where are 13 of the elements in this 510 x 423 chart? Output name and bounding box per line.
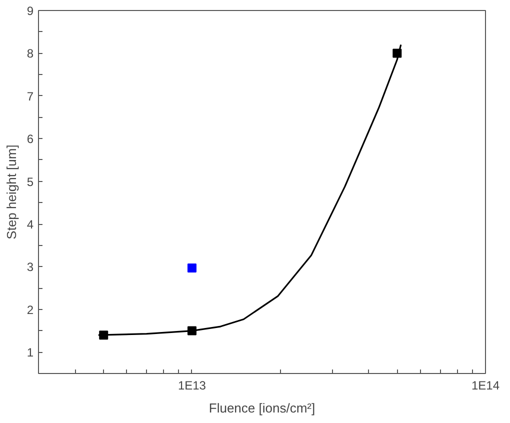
y-tick-label: 1 [26, 346, 34, 360]
y-tick-label: 3 [26, 260, 34, 274]
y-tick-label: 2 [26, 302, 34, 317]
y-tick-label: 9 [26, 4, 34, 18]
y-axis-title: Step height [um] [4, 144, 19, 240]
y-tick-label: 5 [26, 174, 34, 189]
y-tick-label: 7 [26, 89, 34, 104]
x-tick-label: 1E14 [471, 378, 500, 392]
x-tick-label: 1E13 [178, 378, 206, 392]
x-axis-title: Fluence [ions/cm²] [208, 400, 316, 416]
y-tick-label: 6 [26, 132, 34, 146]
y-tick-label: 8 [26, 46, 34, 61]
y-tick-label: 4 [26, 218, 34, 232]
